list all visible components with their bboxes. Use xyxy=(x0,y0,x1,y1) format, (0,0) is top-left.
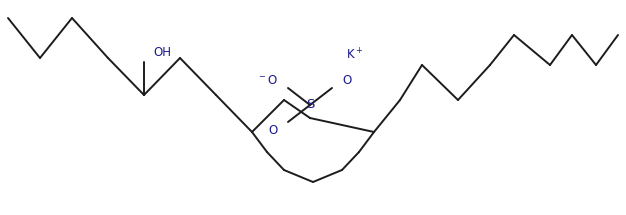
Text: O: O xyxy=(342,74,351,86)
Text: OH: OH xyxy=(153,46,171,60)
Text: O: O xyxy=(269,123,278,137)
Text: K$^+$: K$^+$ xyxy=(346,47,364,63)
Text: $^-$O: $^-$O xyxy=(257,74,278,86)
Text: S: S xyxy=(306,98,314,112)
